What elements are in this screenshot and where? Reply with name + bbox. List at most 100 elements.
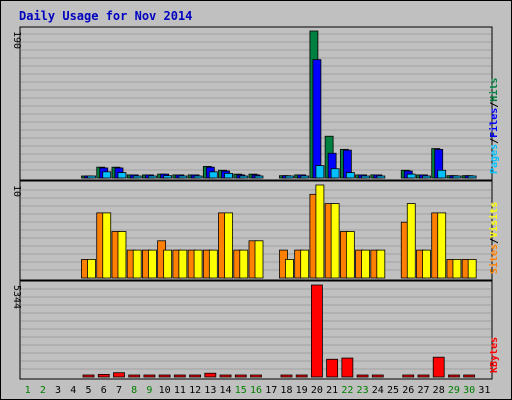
bar-kbytes-day-15 — [234, 374, 247, 378]
legend-part: Visits — [488, 202, 500, 238]
bar-kbytes-day-22 — [341, 357, 354, 378]
x-tick-label: 30 — [463, 385, 475, 396]
bar-sites-day-11 — [178, 249, 188, 279]
bar-pages-day-26 — [406, 173, 416, 179]
bar-pages-day-15 — [239, 175, 249, 179]
x-tick-label: 27 — [417, 385, 429, 396]
bar-sites-day-22 — [345, 231, 355, 279]
bar-sites-day-30 — [467, 258, 477, 279]
bar-pages-day-19 — [300, 175, 310, 179]
bar-sites-day-23 — [361, 249, 370, 279]
x-tick-label: 15 — [235, 385, 247, 396]
bar-pages-day-27 — [422, 175, 431, 179]
x-tick-label: 22 — [341, 385, 353, 396]
bar-kbytes-day-26 — [402, 374, 415, 378]
x-tick-label: 7 — [116, 385, 122, 396]
bar-sites-day-8 — [132, 249, 142, 279]
bar-sites-day-6 — [102, 212, 112, 279]
bar-sites-day-12 — [193, 249, 203, 279]
bar-pages-day-23 — [361, 175, 370, 179]
bar-kbytes-day-18 — [280, 374, 293, 378]
x-tick-label: 6 — [101, 385, 107, 396]
bar-pages-day-7 — [117, 172, 127, 179]
bar-sites-day-20 — [315, 184, 325, 279]
x-tick-label: 10 — [159, 385, 171, 396]
legend-part: / — [489, 102, 500, 108]
bar-pages-day-28 — [437, 169, 447, 179]
x-tick-label: 21 — [326, 385, 338, 396]
bar-kbytes-day-19 — [295, 374, 308, 378]
plot-area — [19, 280, 493, 380]
bar-sites-day-5 — [87, 258, 96, 279]
bar-kbytes-day-21 — [326, 358, 339, 378]
legend-part: / — [489, 138, 500, 144]
bar-pages-day-12 — [193, 175, 203, 179]
bar-sites-day-15 — [239, 249, 249, 279]
bar-sites-day-24 — [376, 249, 386, 279]
chart-title: Daily Usage for Nov 2014 — [19, 9, 192, 23]
x-tick-label: 1 — [25, 385, 31, 396]
x-tick-label: 17 — [265, 385, 277, 396]
x-tick-label: 9 — [146, 385, 152, 396]
bar-kbytes-day-14 — [219, 374, 232, 378]
bar-kbytes-day-29 — [448, 374, 460, 378]
x-tick-label: 4 — [70, 385, 76, 396]
x-tick-label: 25 — [387, 385, 399, 396]
bar-kbytes-day-11 — [173, 374, 186, 378]
x-tick-label: 18 — [280, 385, 292, 396]
bar-pages-day-11 — [178, 175, 188, 179]
bar-sites-day-13 — [208, 249, 218, 279]
legend-part: Pages — [489, 144, 500, 174]
bar-kbytes-day-16 — [250, 374, 262, 378]
kbytes-panel: 5344 KBytes — [11, 280, 500, 380]
bar-pages-day-13 — [208, 171, 218, 179]
x-tick-label: 19 — [296, 385, 308, 396]
bar-sites-day-10 — [163, 249, 173, 279]
legend-part: Hits — [488, 78, 500, 102]
x-tick-label: 31 — [478, 385, 490, 396]
bar-kbytes-day-10 — [158, 374, 171, 378]
legend-part: KBytes — [489, 337, 500, 373]
x-tick-label: 24 — [372, 385, 384, 396]
x-tick-label: 5 — [86, 385, 92, 396]
bar-pages-day-30 — [467, 175, 477, 179]
bar-kbytes-day-9 — [143, 374, 156, 378]
x-tick-label: 13 — [204, 385, 216, 396]
bar-pages-day-14 — [224, 172, 233, 179]
series-legend-label: KBytes — [489, 337, 500, 373]
bar-kbytes-day-20 — [311, 284, 323, 378]
bar-files-day-20 — [312, 59, 322, 179]
bar-kbytes-day-28 — [432, 356, 445, 378]
bar-kbytes-day-30 — [463, 374, 476, 378]
bar-pages-day-29 — [452, 175, 462, 179]
bar-pages-day-8 — [132, 175, 142, 179]
x-tick-label: 3 — [55, 385, 61, 396]
bar-kbytes-day-23 — [356, 374, 369, 378]
bar-pages-day-6 — [102, 171, 112, 179]
bar-pages-day-5 — [87, 175, 96, 179]
ymax-label: 10 — [11, 185, 22, 197]
bar-sites-day-29 — [452, 258, 462, 279]
bar-kbytes-day-27 — [417, 374, 430, 378]
bar-sites-day-18 — [285, 258, 294, 279]
x-tick-label: 23 — [357, 385, 369, 396]
bar-kbytes-day-5 — [82, 374, 95, 378]
bar-pages-day-18 — [285, 175, 294, 179]
x-tick-label: 8 — [131, 385, 137, 396]
x-tick-label: 14 — [220, 385, 232, 396]
x-tick-label: 26 — [402, 385, 414, 396]
bar-pages-day-21 — [330, 168, 340, 179]
legend-part: / — [489, 238, 500, 244]
bar-kbytes-day-24 — [371, 374, 384, 378]
bar-sites-day-21 — [330, 203, 340, 279]
bar-pages-day-16 — [254, 175, 264, 179]
bar-sites-day-26 — [406, 203, 416, 279]
bar-kbytes-day-7 — [113, 372, 125, 378]
x-tick-label: 29 — [448, 385, 460, 396]
bar-pages-day-10 — [163, 175, 173, 179]
bar-sites-day-7 — [117, 231, 127, 279]
ymax-label: 5344 — [11, 285, 22, 309]
bar-sites-day-19 — [300, 249, 310, 279]
x-tick-label: 20 — [311, 385, 323, 396]
